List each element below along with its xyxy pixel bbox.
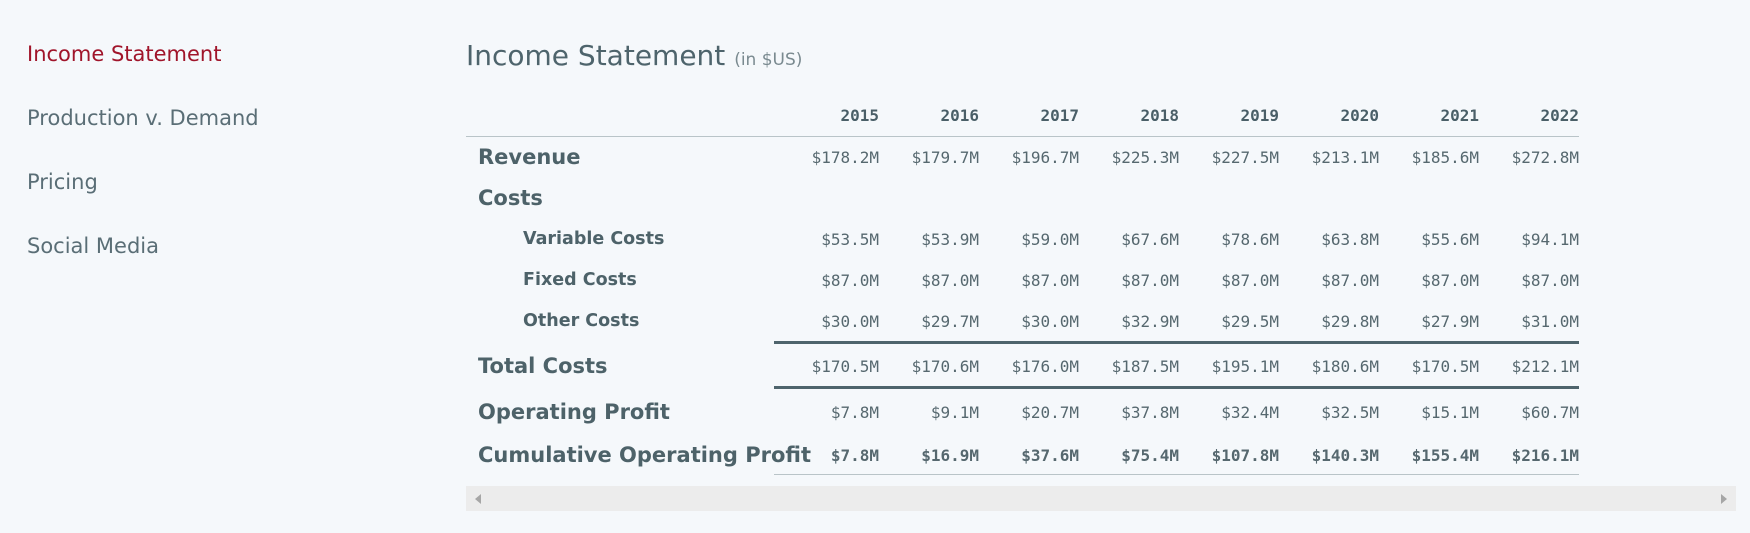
scroll-left-icon[interactable] bbox=[475, 494, 481, 504]
row-label: Operating Profit bbox=[478, 400, 670, 424]
table-cell: $225.3M bbox=[1111, 148, 1179, 167]
table-row-operating-profit: Operating Profit $7.8M $9.1M $20.7M $37.… bbox=[466, 392, 1579, 433]
table-cell: $94.1M bbox=[1521, 230, 1579, 249]
year-header: 2019 bbox=[1240, 106, 1279, 125]
row-label: Costs bbox=[478, 186, 543, 210]
total-rule-bottom bbox=[774, 386, 1579, 389]
year-header: 2021 bbox=[1440, 106, 1479, 125]
table-cell: $30.0M bbox=[1021, 312, 1079, 331]
row-label: Other Costs bbox=[523, 311, 640, 331]
table-cell: $20.7M bbox=[1021, 403, 1079, 422]
table-cell: $32.9M bbox=[1121, 312, 1179, 331]
table-cell: $107.8M bbox=[1211, 446, 1279, 465]
table-cell: $30.0M bbox=[821, 312, 879, 331]
table-cell: $29.7M bbox=[921, 312, 979, 331]
table-cell: $87.0M bbox=[921, 271, 979, 290]
table-cell: $179.7M bbox=[911, 148, 979, 167]
table-cell: $87.0M bbox=[1421, 271, 1479, 290]
nav-item-pricing[interactable]: Pricing bbox=[27, 170, 98, 194]
table-cell: $227.5M bbox=[1211, 148, 1279, 167]
year-header: 2017 bbox=[1040, 106, 1079, 125]
table-cell: $78.6M bbox=[1221, 230, 1279, 249]
scroll-right-icon[interactable] bbox=[1721, 494, 1727, 504]
table-cell: $87.0M bbox=[1221, 271, 1279, 290]
table-row-other-costs: Other Costs $30.0M $29.7M $30.0M $32.9M … bbox=[466, 301, 1579, 342]
year-header: 2015 bbox=[840, 106, 879, 125]
table-cell: $15.1M bbox=[1421, 403, 1479, 422]
table-row-variable-costs: Variable Costs $53.5M $53.9M $59.0M $67.… bbox=[466, 219, 1579, 260]
table-cell: $170.5M bbox=[811, 357, 879, 376]
table-cell: $196.7M bbox=[1011, 148, 1079, 167]
table-cell: $87.0M bbox=[1321, 271, 1379, 290]
table-cell: $195.1M bbox=[1211, 357, 1279, 376]
main-content: Income Statement (in $US) 2015 2016 2017… bbox=[466, 36, 1736, 511]
table-cell: $9.1M bbox=[930, 403, 979, 422]
row-label: Fixed Costs bbox=[523, 270, 637, 290]
table-row-costs: Costs bbox=[466, 178, 1579, 219]
cumulative-rule bbox=[774, 474, 1579, 475]
year-header: 2022 bbox=[1540, 106, 1579, 125]
table-row-fixed-costs: Fixed Costs $87.0M $87.0M $87.0M $87.0M … bbox=[466, 260, 1579, 301]
table-cell: $87.0M bbox=[821, 271, 879, 290]
table-row-total-costs: Total Costs $170.5M $170.6M $176.0M $187… bbox=[466, 346, 1579, 387]
table-cell: $29.8M bbox=[1321, 312, 1379, 331]
table-cell: $37.8M bbox=[1121, 403, 1179, 422]
table-cell: $53.9M bbox=[921, 230, 979, 249]
row-label: Total Costs bbox=[478, 354, 608, 378]
table-cell: $63.8M bbox=[1321, 230, 1379, 249]
table-cell: $216.1M bbox=[1511, 446, 1579, 465]
page-subtitle: (in $US) bbox=[734, 50, 803, 70]
table-cell: $37.6M bbox=[1021, 446, 1079, 465]
nav-item-income-statement[interactable]: Income Statement bbox=[27, 42, 222, 66]
table-header-row: 2015 2016 2017 2018 2019 2020 2021 2022 bbox=[466, 92, 1579, 137]
row-label: Variable Costs bbox=[523, 229, 665, 249]
table-cell: $75.4M bbox=[1121, 446, 1179, 465]
page-title-text: Income Statement bbox=[466, 39, 726, 72]
table-cell: $87.0M bbox=[1521, 271, 1579, 290]
table-cell: $178.2M bbox=[811, 148, 879, 167]
table-cell: $170.6M bbox=[911, 357, 979, 376]
table-row-revenue: Revenue $178.2M $179.7M $196.7M $225.3M … bbox=[466, 137, 1579, 178]
table-cell: $32.5M bbox=[1321, 403, 1379, 422]
table-cell: $272.8M bbox=[1511, 148, 1579, 167]
total-rule-top bbox=[774, 341, 1579, 344]
table-cell: $32.4M bbox=[1221, 403, 1279, 422]
table-cell: $140.3M bbox=[1311, 446, 1379, 465]
table-cell: $87.0M bbox=[1121, 271, 1179, 290]
table-cell: $31.0M bbox=[1521, 312, 1579, 331]
row-label: Cumulative Operating Profit bbox=[478, 443, 812, 467]
table-cell: $59.0M bbox=[1021, 230, 1079, 249]
table-row-cumulative-operating-profit: Cumulative Operating Profit $7.8M $16.9M… bbox=[466, 435, 1579, 476]
sidebar-nav: Income Statement Production v. Demand Pr… bbox=[27, 40, 357, 296]
table-cell: $155.4M bbox=[1411, 446, 1479, 465]
table-cell: $53.5M bbox=[821, 230, 879, 249]
year-header: 2018 bbox=[1140, 106, 1179, 125]
table-cell: $176.0M bbox=[1011, 357, 1079, 376]
table-cell: $27.9M bbox=[1421, 312, 1479, 331]
table-cell: $7.8M bbox=[830, 446, 879, 465]
table-cell: $170.5M bbox=[1411, 357, 1479, 376]
table-cell: $60.7M bbox=[1521, 403, 1579, 422]
table-cell: $16.9M bbox=[921, 446, 979, 465]
table-cell: $67.6M bbox=[1121, 230, 1179, 249]
table-cell: $180.6M bbox=[1311, 357, 1379, 376]
table-cell: $29.5M bbox=[1221, 312, 1279, 331]
horizontal-scrollbar[interactable] bbox=[466, 486, 1736, 511]
table-cell: $55.6M bbox=[1421, 230, 1479, 249]
row-label: Revenue bbox=[478, 145, 581, 169]
table-cell: $213.1M bbox=[1311, 148, 1379, 167]
table-cell: $87.0M bbox=[1021, 271, 1079, 290]
table-cell: $185.6M bbox=[1411, 148, 1479, 167]
page-title: Income Statement (in $US) bbox=[466, 36, 1736, 80]
year-header: 2020 bbox=[1340, 106, 1379, 125]
table-cell: $7.8M bbox=[830, 403, 879, 422]
nav-item-production-v-demand[interactable]: Production v. Demand bbox=[27, 106, 259, 130]
nav-item-social-media[interactable]: Social Media bbox=[27, 234, 160, 258]
table-cell: $212.1M bbox=[1511, 357, 1579, 376]
income-statement-table: 2015 2016 2017 2018 2019 2020 2021 2022 … bbox=[466, 92, 1579, 476]
table-cell: $187.5M bbox=[1111, 357, 1179, 376]
year-header: 2016 bbox=[940, 106, 979, 125]
